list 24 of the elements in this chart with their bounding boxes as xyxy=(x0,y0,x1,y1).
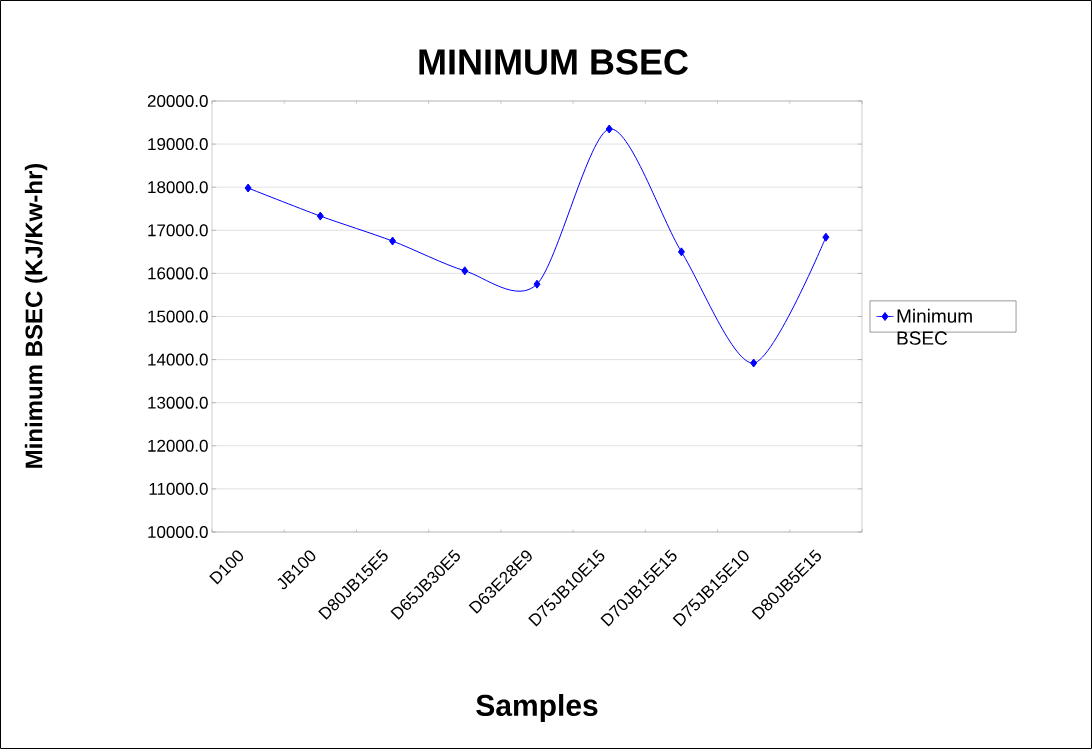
y-tick-label: 16000.0 xyxy=(148,267,208,280)
point xyxy=(316,211,324,221)
chart-title: MINIMUM BSEC xyxy=(419,49,688,75)
point xyxy=(822,232,830,242)
y-tick-label: 15000.0 xyxy=(148,310,208,323)
y-tick-label: 11000.0 xyxy=(149,482,208,495)
legend-label: Minimum BSEC xyxy=(897,308,972,345)
point xyxy=(605,124,613,134)
y-tick-label: 19000.0 xyxy=(148,138,208,151)
y-tick-label: 13000.0 xyxy=(148,396,208,409)
y-tick-label: 20000.0 xyxy=(147,94,208,108)
point xyxy=(389,236,397,246)
y-tick-label: 17000.0 xyxy=(148,224,208,237)
point xyxy=(750,358,758,368)
y-tick-label: 10000.0 xyxy=(148,525,208,539)
point xyxy=(461,266,469,276)
y-axis-title: Minimum BSEC (KJ/Kw-hr) xyxy=(24,163,48,468)
point xyxy=(533,279,541,289)
point xyxy=(244,183,252,193)
x-axis-title: Samples xyxy=(476,694,598,722)
y-tick-label: 12000.0 xyxy=(148,439,208,452)
y-tick-label: 18000.0 xyxy=(148,181,208,194)
point xyxy=(677,247,685,257)
y-tick-label: 14000.0 xyxy=(148,353,208,366)
